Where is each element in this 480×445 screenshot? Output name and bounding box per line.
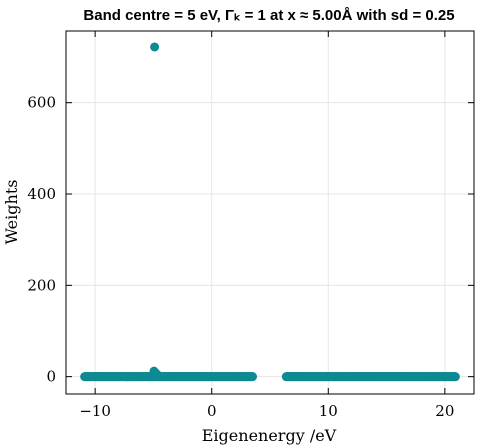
x-tick-label: 10: [319, 402, 338, 420]
y-axis-label: Weights: [2, 180, 21, 245]
chart-title: Band centre = 5 eV, Γₖ = 1 at x ≈ 5.00Å …: [83, 7, 454, 24]
plot-frame: [65, 30, 475, 395]
x-tick-label: 0: [207, 402, 217, 420]
x-tick-label: 20: [435, 402, 454, 420]
data-point: [150, 42, 160, 52]
data-points: [80, 42, 460, 382]
data-point: [153, 370, 163, 380]
y-tick-label: 600: [27, 94, 56, 112]
y-tick-label: 400: [27, 185, 56, 203]
y-tick-label: 200: [27, 276, 56, 294]
x-axis-label: Eigenenergy /eV: [202, 426, 337, 445]
data-point: [450, 372, 460, 382]
y-tick-label: 0: [46, 368, 56, 386]
grid: [66, 31, 474, 394]
data-point: [248, 372, 258, 382]
x-tick-label: −10: [79, 402, 111, 420]
